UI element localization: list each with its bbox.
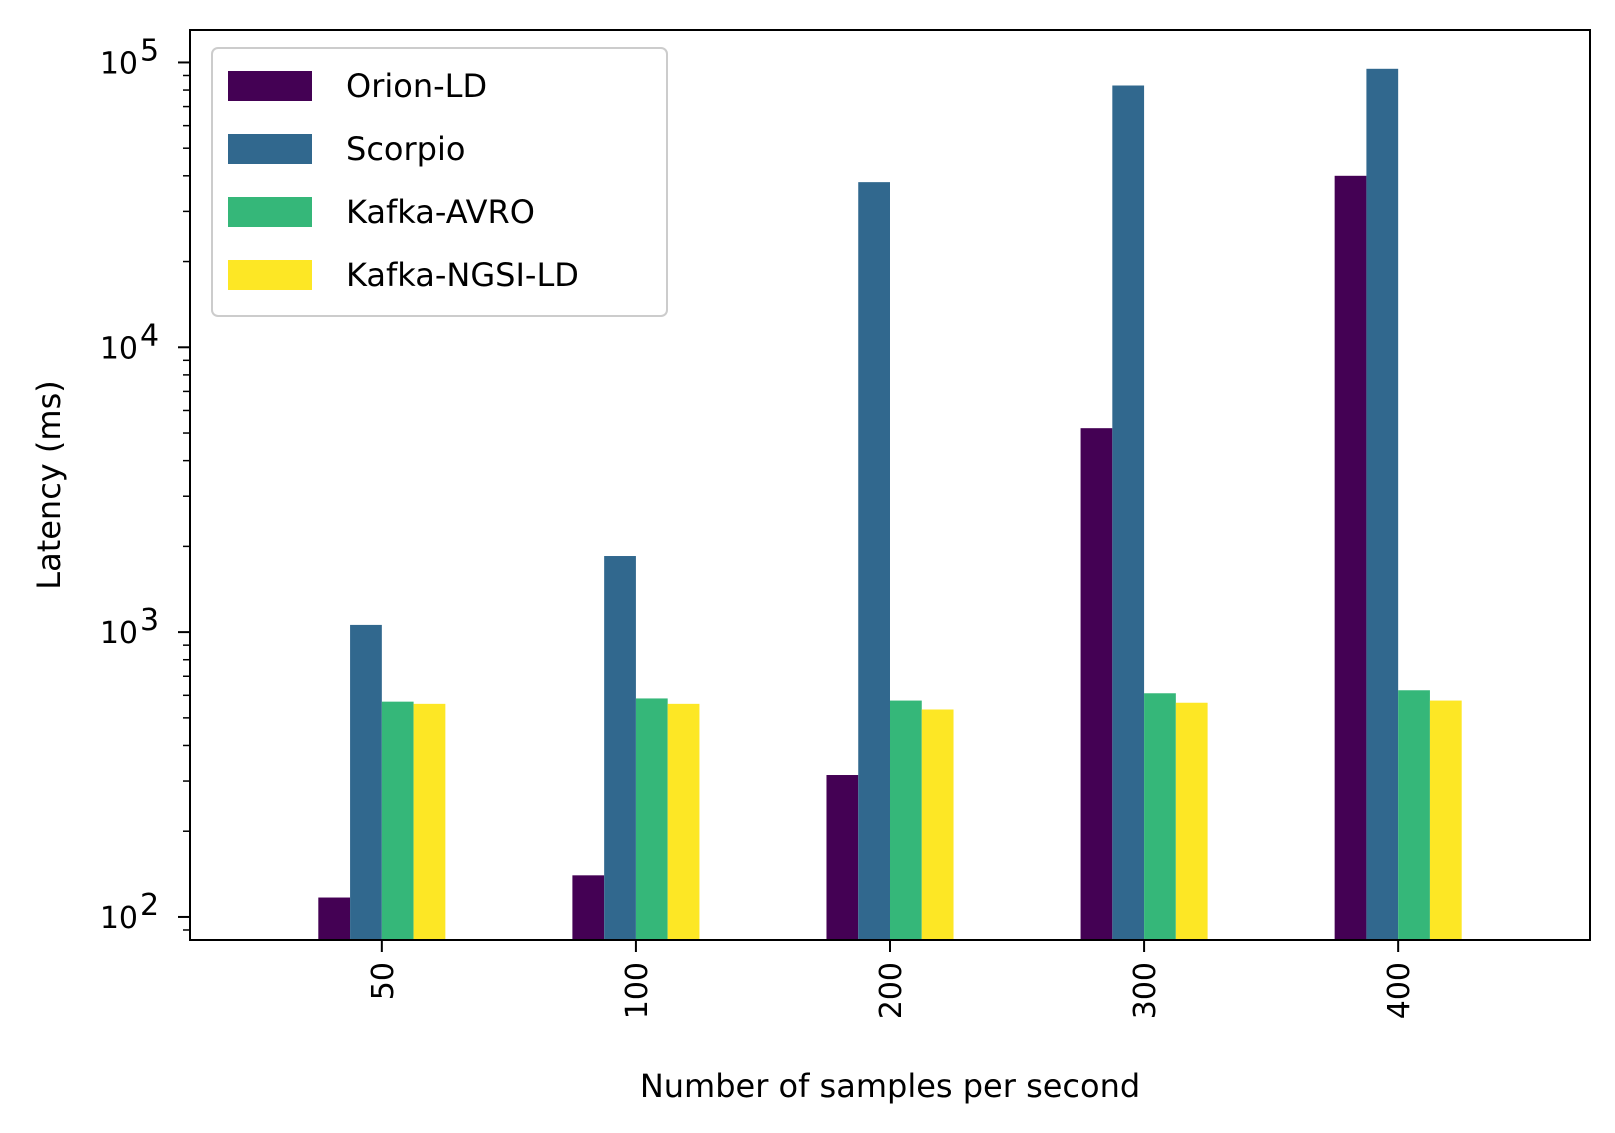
bar — [1144, 693, 1176, 940]
bar — [381, 701, 414, 940]
legend-label: Scorpio — [346, 130, 465, 168]
plot-frame — [189, 29, 1591, 941]
bar — [635, 698, 668, 940]
bar — [1112, 85, 1145, 941]
bar — [890, 700, 922, 940]
y-axis-label: Latency (ms) — [30, 380, 68, 589]
y-minor-ticks — [183, 74, 190, 931]
bar — [1429, 700, 1462, 940]
y-tick-label: 10 — [100, 901, 138, 936]
bar — [1398, 690, 1430, 940]
y-tick-label: 10 — [100, 46, 138, 81]
legend-label: Kafka-AVRO — [346, 193, 535, 231]
bar — [572, 875, 605, 940]
legend-swatch — [228, 71, 312, 101]
bar — [318, 897, 351, 940]
bar — [1366, 68, 1399, 941]
x-ticks: 50 100 200 300 400 — [366, 940, 1417, 1019]
x-tick-label: 50 — [366, 962, 401, 1000]
y-tick-label: 10 — [100, 331, 138, 366]
bar — [921, 709, 954, 940]
x-axis-label: Number of samples per second — [640, 1067, 1140, 1105]
legend-swatch — [228, 134, 312, 164]
bars — [318, 68, 1462, 941]
bar — [1175, 702, 1208, 940]
bar — [1334, 175, 1367, 940]
x-tick-label: 300 — [1128, 962, 1163, 1019]
bar — [667, 703, 700, 940]
bar — [350, 624, 382, 940]
bar — [604, 556, 636, 940]
legend-label: Orion-LD — [346, 67, 487, 105]
legend-swatch — [228, 197, 312, 227]
bar — [826, 775, 859, 940]
y-tick-exponent: 3 — [140, 603, 159, 638]
x-tick-label: 200 — [874, 962, 909, 1019]
y-tick-exponent: 2 — [140, 888, 159, 923]
bar — [858, 182, 890, 940]
bar — [413, 703, 446, 940]
legend-label: Kafka-NGSI-LD — [346, 256, 579, 294]
legend: Orion-LD Scorpio Kafka-AVRO Kafka-NGSI-LD — [211, 47, 668, 317]
bar — [1080, 428, 1113, 940]
y-tick-label: 10 — [100, 616, 138, 651]
y-tick-exponent: 4 — [140, 318, 159, 353]
legend-frame — [211, 47, 668, 317]
x-tick-label: 400 — [1382, 962, 1417, 1019]
y-tick-exponent: 5 — [140, 33, 159, 68]
x-tick-label: 100 — [620, 962, 655, 1019]
legend-swatch — [228, 260, 312, 290]
